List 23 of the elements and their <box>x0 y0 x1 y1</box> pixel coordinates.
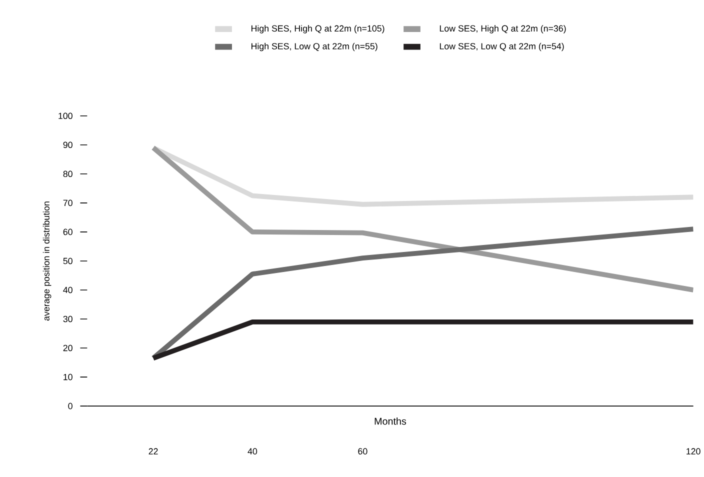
legend-label: Low SES, Low Q at 22m (n=54) <box>440 42 564 51</box>
legend-label: High SES, Low Q at 22m (n=55) <box>251 42 378 51</box>
y-tick-label: 80 <box>63 170 72 177</box>
y-axis-title: average position in distribution <box>42 201 52 320</box>
y-tick-label: 20 <box>63 344 72 351</box>
legend-label: High SES, High Q at 22m (n=105) <box>251 24 384 34</box>
y-tick-label: 70 <box>63 200 72 206</box>
y-tick-label: 100 <box>58 112 72 119</box>
x-tick-label: 120 <box>686 448 700 454</box>
line-series <box>150 145 694 292</box>
y-tick-label: 40 <box>63 286 72 293</box>
y-tick-label: 10 <box>64 374 72 380</box>
line-series <box>150 226 694 360</box>
y-tick-label: 60 <box>63 228 72 235</box>
legend-label: Low SES, High Q at 22m (n=36) <box>440 24 566 34</box>
y-tick-label: 30 <box>63 316 72 322</box>
x-tick-label: 40 <box>248 448 258 454</box>
y-tick-label: 0 <box>68 402 72 410</box>
x-tick-label: 60 <box>358 448 368 454</box>
y-tick-label: 50 <box>63 258 72 264</box>
x-axis-title: Months <box>374 417 406 425</box>
x-tick-label: 22 <box>148 448 158 454</box>
y-tick-label: 90 <box>63 142 72 148</box>
